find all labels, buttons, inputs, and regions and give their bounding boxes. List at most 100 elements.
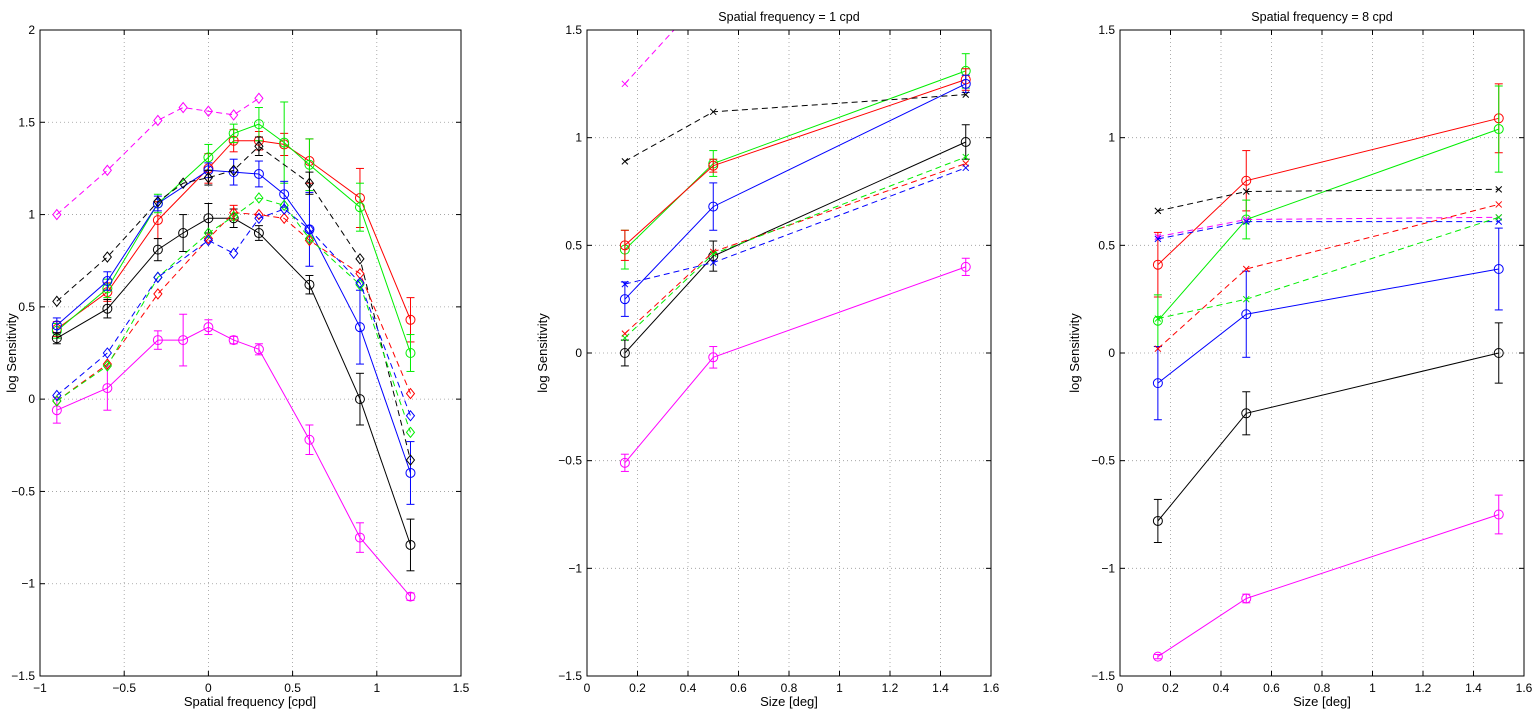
panel-1-series-magenta-solid-point (253, 344, 264, 355)
panel-1-y-tick-label: −0.5 (11, 484, 35, 498)
panel-1-y-tick-label: 1.5 (18, 115, 35, 129)
panel-1-x-tick-label: −0.5 (112, 681, 136, 695)
panel-2-series-magenta-dashed-line (624, 30, 675, 85)
panel-3-y-tick-label: −1.5 (1091, 669, 1115, 683)
panel-1-series-magenta-solid (51, 313, 416, 602)
panel-3-x-tick-label: 1.2 (1415, 681, 1432, 695)
panel-1-series-blue-dashed-point (405, 409, 416, 422)
panel-1-series-black-dashed-point (203, 171, 214, 184)
panel-2-series-blue-dashed-line (624, 167, 966, 285)
panel-1-series-magenta-solid-point (152, 335, 163, 346)
panel-2-series-blue-solid-point (960, 78, 971, 89)
panel-3-series-green-solid-point (1493, 124, 1504, 135)
panel-1-series-black-dashed-point (229, 164, 239, 177)
panel-1-series-black-solid-line (56, 217, 411, 546)
panel-1-series-green-solid-error-bar (280, 101, 289, 184)
panel-1-x-tick-label: −1 (33, 681, 47, 695)
panel-1-series-blue-dashed-point (355, 277, 365, 289)
panel-1-series-black-dashed-point (304, 177, 315, 189)
panel-spatial-frequency-8-cpd: Spatial frequency = 8 cpd 0 0.2 0.4 0.6 0.8 1… (1067, 10, 1533, 709)
panel-3-series-green-solid-point (1152, 315, 1163, 326)
panel-3-series-blue-dashed (1154, 218, 1503, 243)
panel-3-y-tick-label: −1 (1101, 561, 1115, 575)
panel-2-y-tick-label: −1 (568, 561, 582, 575)
panel-1-series-green-dashed-point (52, 395, 62, 407)
panel-3-series-black-dashed-line (1157, 188, 1499, 212)
panel-2-series-green-dashed-point (709, 250, 717, 258)
panel-2-series-green-dashed (621, 153, 970, 342)
panel-1-series-blue-solid-error-bar (254, 160, 263, 188)
panel-1-y-tick-label: 2 (28, 23, 35, 37)
panel-1-series-black-solid-error-bar (305, 274, 314, 295)
panel-3-series-green-dashed-point (1154, 315, 1162, 322)
panel-1-series-magenta-dashed-point (203, 105, 214, 118)
panel-3-series-magenta-solid (1152, 494, 1504, 662)
panel-3-x-tick-label: 0.4 (1213, 681, 1230, 695)
panel-3-series-blue-solid (1152, 227, 1504, 421)
panel-3-x-axis-label: Size [deg] (1293, 694, 1351, 709)
panel-1-series-red-dashed-line (56, 212, 411, 402)
panel-1-series-black-solid-error-bar (153, 238, 162, 262)
panel-spatial-frequency-sweep: −1 −0.5 0 0.5 1 1.5−1.5−1−0.500.511.52 Spatia… (4, 23, 470, 709)
panel-2-series-red-solid (619, 68, 971, 261)
panel-3-x-tick-label: 0.2 (1162, 681, 1179, 695)
panel-1-series-blue-solid-error-bar (103, 271, 112, 291)
panel-1-series-blue-dashed-point (102, 347, 113, 359)
panel-1-series-red-solid-point (405, 314, 416, 325)
panel-1-series-green-solid (51, 101, 416, 372)
panel-3-series-black-solid (1152, 322, 1504, 543)
panel-1-series-blue-dashed-point (203, 234, 214, 247)
panel-3-series-black-dashed-point (1242, 188, 1250, 195)
panel-1-axes-box (39, 29, 462, 677)
panel-2-series-green-solid (619, 53, 971, 270)
panel-1-series-blue-solid-point (405, 467, 416, 478)
panel-2-series-black-solid-error-bar (709, 240, 718, 272)
panel-2-series-black-dashed-point (621, 157, 629, 165)
panel-1-series-magenta-solid-error-bar (305, 424, 314, 456)
panel-1-series-blue-dashed-point (304, 223, 315, 236)
panel-1-series-red-dashed-point (254, 208, 264, 221)
panel-1-series-magenta-solid-error-bar (103, 365, 112, 411)
panel-3-series-blue-solid-point (1493, 264, 1504, 275)
panel-2-series-magenta-solid-point (960, 261, 971, 272)
panel-1-series-red-dashed-point (229, 206, 239, 219)
panel-1-x-tick-label: 1 (373, 681, 380, 695)
panel-2-series-magenta-solid-error-bar (961, 257, 970, 276)
panel-1-series-red-dashed-point (279, 212, 289, 225)
panel-3-x-tick-label: 0 (1117, 681, 1124, 695)
panel-1-x-axis-label: Spatial frequency [cpd] (184, 694, 316, 709)
panel-1-series-magenta-solid-error-bar (153, 330, 162, 350)
panel-1-series-blue-dashed-line (56, 208, 411, 416)
panel-1-series-red-dashed-point (153, 288, 163, 300)
panel-1-series-magenta-dashed-point (102, 164, 113, 177)
panel-1-series-green-dashed-point (203, 227, 214, 239)
panel-1-y-tick-label: −1.5 (11, 669, 35, 683)
panel-1-series-green-dashed-line (56, 197, 411, 433)
panel-1-series-green-dashed-point (102, 360, 113, 372)
panel-1-y-axis-label: log Sensitivity (4, 313, 19, 393)
panel-1-series-black-solid-error-bar (52, 332, 61, 345)
panel-1-series-green-dashed-point (229, 210, 239, 223)
panel-3-series-black-solid-error-bar (1242, 391, 1251, 436)
panel-1-series-blue-dashed-point (254, 212, 264, 225)
panel-1-series-red-solid-point (152, 215, 163, 226)
panel-2-y-axis-label: log Sensitivity (535, 313, 550, 393)
panel-1-series-black-dashed-point (405, 454, 416, 466)
panel-3-series-blue-dashed-line (1157, 221, 1499, 240)
panel-2-y-tick-label: −0.5 (558, 454, 582, 468)
panel-3-x-tick-label: 0.8 (1314, 681, 1331, 695)
panel-1-series-blue-solid-point (253, 168, 264, 179)
panel-2-x-axis-label: Size [deg] (760, 694, 818, 709)
panel-2-series-black-solid-point (619, 348, 630, 358)
panel-3-series-green-dashed (1154, 213, 1503, 322)
panel-2-series-red-dashed-point (709, 248, 717, 256)
panel-2-x-tick-label: 0.6 (730, 681, 747, 695)
panel-3-series-blue-solid-point (1152, 378, 1163, 389)
panel-1-series-magenta-solid-point (304, 434, 315, 445)
panel-2-series-magenta-dashed-point (621, 80, 629, 88)
panel-2-x-tick-label: 0 (584, 681, 591, 695)
panel-2-series-black-dashed-point (962, 91, 970, 98)
panel-1-series-black-solid-point (253, 228, 264, 239)
panel-3-series-red-dashed (1154, 201, 1503, 353)
panel-1-series-green-solid-point (203, 152, 214, 163)
